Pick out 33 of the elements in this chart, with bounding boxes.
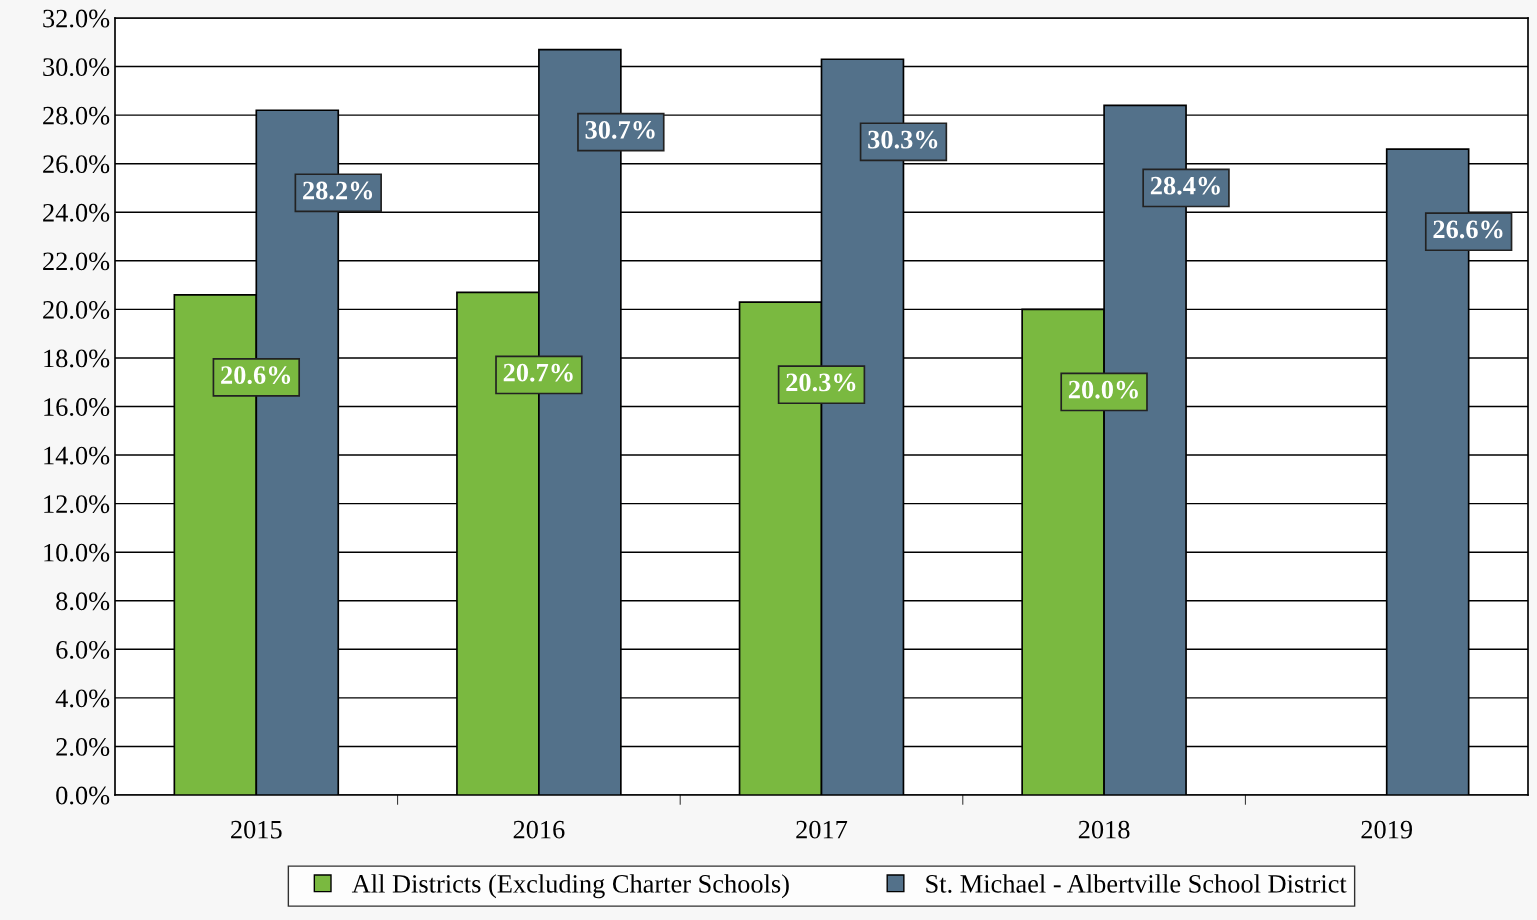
y-tick-label: 16.0%: [44, 398, 110, 417]
y-tick-label: 0.0%: [56, 786, 110, 805]
y-tick-label: 30.0%: [43, 58, 110, 77]
data-label: 30.3%: [868, 130, 938, 149]
data-label: 20.3%: [786, 373, 856, 392]
y-tick-label: 6.0%: [56, 640, 110, 659]
y-tick-label: 10.0%: [44, 543, 110, 562]
data-label: 26.6%: [1433, 220, 1503, 239]
y-tick-label: 8.0%: [56, 592, 110, 611]
y-tick-label: 32.0%: [43, 9, 110, 28]
x-tick-label: 2017: [796, 820, 848, 839]
y-tick-label: 4.0%: [55, 689, 110, 708]
data-label: 20.0%: [1068, 380, 1138, 399]
legend-label: All Districts (Excluding Charter Schools): [351, 874, 789, 899]
x-tick-label: 2016: [513, 820, 565, 839]
y-tick-label: 28.0%: [43, 106, 110, 125]
data-label: 30.7%: [585, 120, 655, 139]
y-tick-label: 12.0%: [44, 495, 110, 514]
data-label: 28.2%: [303, 181, 373, 200]
y-tick-label: 20.0%: [43, 300, 110, 319]
data-label: 20.6%: [221, 366, 291, 385]
x-tick-label: 2015: [231, 820, 282, 839]
y-tick-label: 2.0%: [56, 738, 110, 756]
y-tick-label: 18.0%: [44, 349, 110, 368]
y-tick-label: 24.0%: [43, 203, 110, 222]
x-tick-label: 2018: [1078, 820, 1130, 839]
data-label: 20.7%: [503, 363, 573, 382]
y-tick-label: 14.0%: [44, 446, 110, 465]
legend-label: St. Michael - Albertville School District: [926, 874, 1347, 893]
y-tick-label: 26.0%: [43, 155, 110, 174]
data-label: 28.4%: [1150, 176, 1220, 195]
y-tick-label: 22.0%: [43, 252, 110, 271]
x-tick-label: 2019: [1361, 820, 1413, 839]
